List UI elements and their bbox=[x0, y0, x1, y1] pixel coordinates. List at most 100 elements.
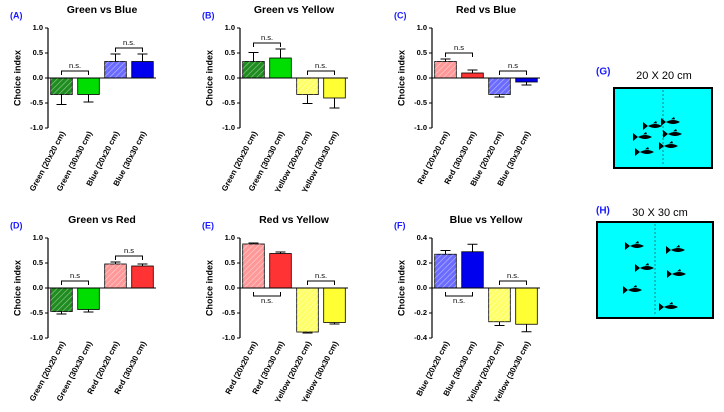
fish bbox=[635, 262, 654, 272]
bar-hatch bbox=[296, 288, 319, 332]
y-tick-label: 0.0 bbox=[225, 73, 235, 82]
y-axis-label: Choice index bbox=[204, 260, 214, 316]
fish bbox=[661, 116, 680, 126]
bar-hatch bbox=[50, 78, 73, 95]
significance-label: n.s. bbox=[261, 296, 273, 305]
significance-bracket bbox=[115, 47, 143, 52]
significance-bracket bbox=[253, 292, 281, 297]
fish bbox=[643, 120, 662, 130]
y-tick-label: 0.5 bbox=[225, 258, 235, 267]
bar bbox=[461, 72, 484, 79]
y-tick-label: -1.0 bbox=[30, 123, 43, 132]
y-axis-label: Choice index bbox=[396, 260, 406, 316]
bar bbox=[323, 77, 346, 99]
y-axis-label: Choice index bbox=[12, 50, 22, 106]
significance-label: n.s bbox=[508, 61, 518, 70]
y-tick-label: -0.2 bbox=[414, 308, 427, 317]
y-tick-label: 0.0 bbox=[417, 73, 427, 82]
y-tick-label: 0.5 bbox=[225, 48, 235, 57]
y-tick-label: -0.5 bbox=[414, 98, 427, 107]
y-tick-label: 0.5 bbox=[33, 258, 43, 267]
y-tick-label: 1.0 bbox=[225, 23, 235, 32]
bar bbox=[515, 77, 538, 83]
bar-hatch bbox=[296, 78, 319, 95]
fish bbox=[667, 268, 686, 278]
bar bbox=[323, 287, 346, 323]
panel-label: (F) bbox=[394, 220, 406, 230]
bar bbox=[269, 57, 292, 79]
y-tick-label: 1.0 bbox=[225, 233, 235, 242]
bar-hatch bbox=[104, 61, 127, 78]
bar-hatch bbox=[488, 288, 511, 322]
bar-hatch bbox=[488, 78, 511, 95]
bar bbox=[131, 61, 154, 79]
y-tick-label: -0.5 bbox=[222, 98, 235, 107]
chart-title: Green vs Yellow bbox=[254, 4, 335, 16]
significance-bracket bbox=[253, 42, 281, 47]
tank-title: 30 X 30 cm bbox=[632, 207, 688, 219]
y-tick-label: 0.0 bbox=[33, 73, 43, 82]
tank-title: 20 X 20 cm bbox=[636, 70, 692, 82]
y-tick-label: -1.0 bbox=[222, 123, 235, 132]
significance-bracket bbox=[499, 280, 527, 285]
y-tick-label: 0.0 bbox=[225, 283, 235, 292]
panel-label: (H) bbox=[596, 206, 610, 217]
fish bbox=[633, 131, 652, 141]
panel-label: (E) bbox=[202, 220, 214, 230]
fish bbox=[635, 146, 654, 156]
significance-bracket bbox=[445, 292, 473, 297]
significance-label: n.s. bbox=[69, 61, 81, 70]
y-tick-label: -1.0 bbox=[414, 123, 427, 132]
bar bbox=[131, 265, 154, 289]
y-tick-label: 0.2 bbox=[417, 258, 427, 267]
y-tick-label: -0.5 bbox=[30, 98, 43, 107]
bar bbox=[515, 287, 538, 325]
y-tick-label: -0.4 bbox=[414, 333, 428, 342]
y-tick-label: -1.0 bbox=[30, 333, 43, 342]
significance-bracket bbox=[61, 70, 89, 75]
significance-label: n.s bbox=[454, 43, 464, 52]
significance-label: n.s. bbox=[261, 33, 273, 42]
significance-bracket bbox=[307, 280, 335, 285]
significance-label: n.s bbox=[70, 271, 80, 280]
y-axis-label: Choice index bbox=[396, 50, 406, 106]
fish bbox=[625, 240, 644, 250]
significance-label: n.s. bbox=[123, 38, 135, 47]
y-tick-label: -0.5 bbox=[30, 308, 43, 317]
fish bbox=[623, 284, 642, 294]
y-axis-label: Choice index bbox=[204, 50, 214, 106]
fish bbox=[666, 244, 685, 254]
bar bbox=[269, 253, 292, 289]
panel-label: (B) bbox=[202, 10, 215, 20]
bar bbox=[461, 251, 484, 289]
y-tick-label: 0.0 bbox=[417, 283, 427, 292]
chart-title: Red vs Blue bbox=[456, 4, 516, 16]
significance-label: n.s. bbox=[507, 271, 519, 280]
significance-label: n.s. bbox=[453, 296, 465, 305]
significance-bracket bbox=[61, 280, 89, 285]
panel-label: (C) bbox=[394, 10, 407, 20]
bar-hatch bbox=[50, 288, 73, 312]
y-tick-label: 0.0 bbox=[33, 283, 43, 292]
significance-label: n.s. bbox=[315, 61, 327, 70]
significance-label: n.s bbox=[124, 246, 134, 255]
panel-label: (G) bbox=[596, 67, 610, 78]
bar-hatch bbox=[434, 254, 457, 288]
chart-title: Red vs Yellow bbox=[259, 214, 330, 226]
panel-label: (A) bbox=[10, 10, 23, 20]
significance-bracket bbox=[115, 255, 143, 260]
y-axis-label: Choice index bbox=[12, 260, 22, 316]
bar-hatch bbox=[434, 61, 457, 78]
chart-title: Blue vs Yellow bbox=[450, 214, 524, 226]
fish bbox=[663, 128, 682, 138]
significance-bracket bbox=[499, 70, 527, 75]
y-tick-label: 1.0 bbox=[417, 23, 427, 32]
significance-label: n.s. bbox=[315, 271, 327, 280]
y-tick-label: -0.5 bbox=[222, 308, 235, 317]
y-tick-label: 0.4 bbox=[417, 233, 428, 242]
y-tick-label: 1.0 bbox=[33, 23, 43, 32]
significance-bracket bbox=[445, 52, 473, 57]
bar-hatch bbox=[242, 61, 265, 78]
y-tick-label: -1.0 bbox=[222, 333, 235, 342]
